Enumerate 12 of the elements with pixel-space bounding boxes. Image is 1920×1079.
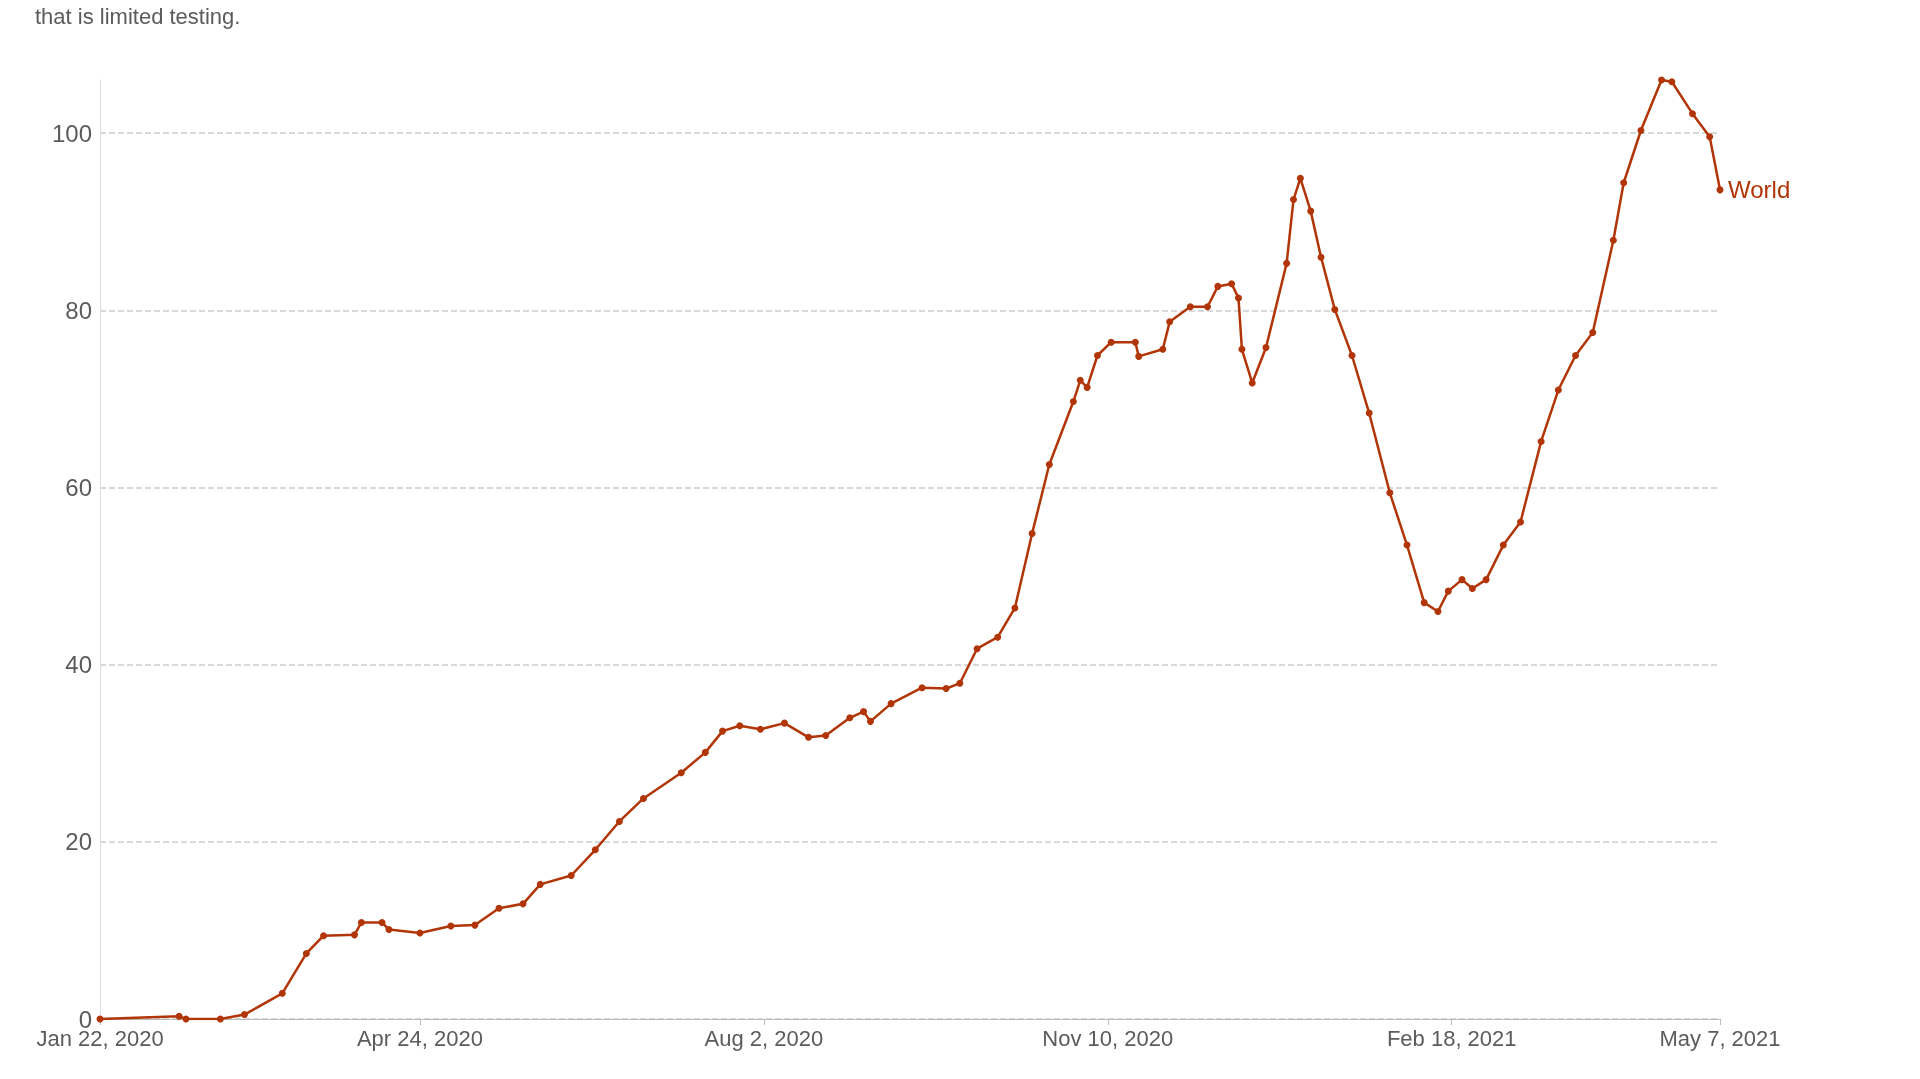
x-tick-label: Nov 10, 2020: [1042, 1025, 1174, 1051]
y-tick-label: 80: [65, 296, 92, 324]
chart-subtitle: that is limited testing.: [35, 3, 241, 29]
x-tick-label: Feb 18, 2021: [1386, 1025, 1517, 1051]
y-tick-label: 20: [65, 828, 92, 856]
y-tick-label: 60: [65, 473, 92, 501]
x-tick-label: Apr 24, 2020: [356, 1025, 483, 1051]
x-tick-label: Aug 2, 2020: [704, 1025, 824, 1051]
y-tick-label: 40: [65, 651, 92, 679]
series-label: World: [1728, 176, 1791, 204]
y-tick-label: 100: [51, 119, 92, 147]
x-tick-label: May 7, 2021: [1659, 1025, 1781, 1051]
